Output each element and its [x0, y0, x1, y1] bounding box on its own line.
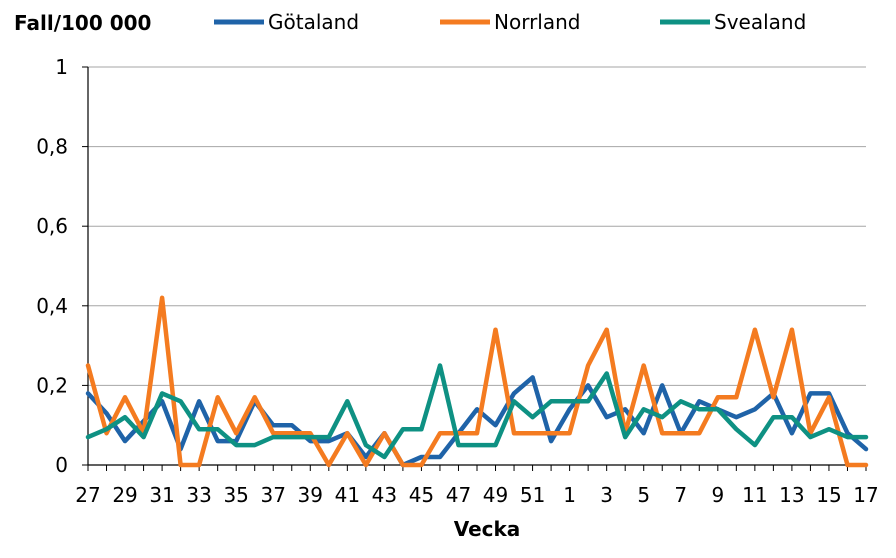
x-tick-label: 9: [711, 483, 724, 507]
x-tick-label: 33: [186, 483, 211, 507]
x-tick-label: 5: [637, 483, 650, 507]
y-tick-label: 0,2: [36, 373, 68, 397]
y-axis-title: Fall/100 000: [14, 11, 151, 35]
y-tick-label: 0,8: [36, 135, 68, 159]
x-axis-title: Vecka: [454, 517, 521, 541]
y-tick-label: 0: [55, 453, 68, 477]
legend-label: Svealand: [714, 10, 806, 34]
legend-label: Norrland: [494, 10, 580, 34]
series-lines: [85, 295, 869, 468]
x-tick-label: 37: [261, 483, 286, 507]
series-line-g-taland: [85, 375, 869, 468]
x-tick-label: 47: [446, 483, 471, 507]
x-tick-label: 27: [75, 483, 100, 507]
x-tick-label: 39: [298, 483, 323, 507]
x-tick-label: 29: [112, 483, 137, 507]
x-tick-label: 35: [223, 483, 248, 507]
x-tick-label: 11: [742, 483, 767, 507]
x-tick-label: 17: [853, 483, 878, 507]
y-tick-label: 0,4: [36, 294, 68, 318]
legend: Götaland Norrland Svealand: [214, 10, 806, 34]
y-tick-label: 1: [55, 55, 68, 79]
x-tick-label: 13: [779, 483, 804, 507]
legend-label: Götaland: [268, 10, 359, 34]
x-tick-label: 31: [149, 483, 174, 507]
x-tick-label: 43: [372, 483, 397, 507]
series-line-svealand: [85, 363, 869, 460]
y-tick-label: 0,6: [36, 214, 68, 238]
x-tick-label: 45: [409, 483, 434, 507]
x-tick-label: 49: [483, 483, 508, 507]
x-tick-label: 51: [520, 483, 545, 507]
x-tick-label: 3: [600, 483, 613, 507]
x-tick-label: 1: [563, 483, 576, 507]
axes: [82, 66, 867, 471]
gridlines: [88, 66, 866, 386]
x-tick-label: 41: [335, 483, 360, 507]
x-tick-label: 15: [816, 483, 841, 507]
x-tick-label: 7: [674, 483, 687, 507]
y-tick-labels: 0 0,2 0,4 0,6 0,8 1: [36, 55, 68, 477]
series-line-norrland: [85, 295, 869, 468]
x-tick-labels: 27 29 31 33 35 37 39 41 43 45 47 49 51 1 3 5 7 9 11 13 15 17: [75, 483, 878, 507]
